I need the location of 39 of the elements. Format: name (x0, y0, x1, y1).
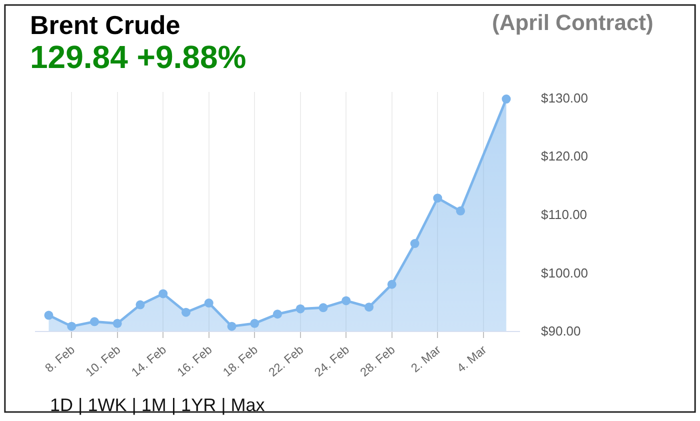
point (342, 296, 351, 306)
y-tick-label: $90.00 (541, 324, 581, 339)
x-tick-label: 24. Feb (312, 342, 352, 380)
point (364, 302, 374, 312)
point (112, 318, 122, 328)
point (44, 310, 54, 320)
point (502, 94, 511, 104)
point (136, 300, 145, 310)
x-tick-label: 4. Mar (454, 342, 490, 376)
x-tick-label: 16. Feb (174, 342, 215, 380)
y-tick-label: $110.00 (541, 206, 588, 222)
point (67, 322, 76, 331)
point (181, 308, 190, 317)
text: 1D | 1WK | 1M | 1YR | Max (50, 395, 265, 415)
x-tick-label: 28. Feb (357, 342, 398, 380)
text: 129.84 +9.88% (30, 39, 246, 75)
y-tick-label: $130.00 (541, 90, 588, 106)
point (456, 206, 466, 216)
point (204, 298, 214, 308)
x-tick-label: 18. Feb (220, 342, 261, 380)
point (250, 318, 260, 328)
x-tick-label: 14. Feb (128, 342, 170, 380)
point (296, 304, 305, 314)
point (273, 310, 282, 319)
point (90, 317, 99, 326)
point (410, 239, 420, 248)
y-tick-label: $120.00 (541, 148, 588, 164)
x-tick-label: 2. Mar (408, 342, 444, 376)
point (433, 194, 442, 203)
x-tick-label: 10. Feb (82, 342, 124, 380)
y-tick-label: $100.00 (541, 265, 588, 280)
point (318, 303, 328, 312)
point (387, 280, 396, 289)
point (158, 289, 168, 298)
chart-title: Brent Crude (30, 10, 180, 40)
text: (April Contract) (492, 10, 654, 35)
x-tick-label: 22. Feb (266, 342, 306, 380)
point (227, 322, 236, 331)
x-tick-label: 8. Feb (42, 342, 78, 376)
